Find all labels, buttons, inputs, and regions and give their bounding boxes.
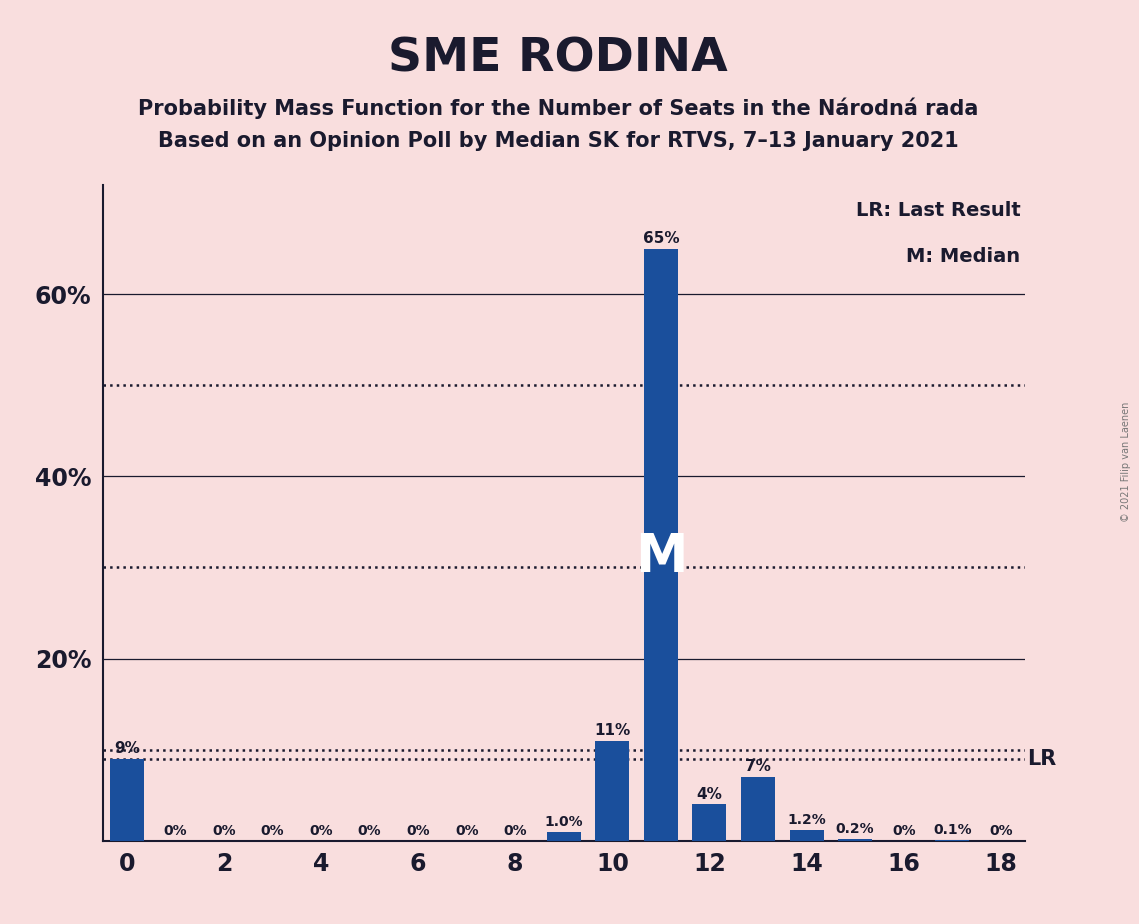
Text: 0.1%: 0.1% — [933, 823, 972, 837]
Bar — [741, 777, 775, 841]
Text: LR: Last Result: LR: Last Result — [855, 201, 1021, 220]
Text: 4%: 4% — [697, 786, 722, 802]
Text: LR: LR — [1027, 748, 1057, 769]
Text: 0.2%: 0.2% — [836, 822, 875, 836]
Text: SME RODINA: SME RODINA — [388, 37, 728, 82]
Text: 0%: 0% — [358, 824, 382, 838]
Bar — [644, 249, 678, 841]
Text: 9%: 9% — [114, 741, 140, 756]
Text: 65%: 65% — [642, 231, 679, 246]
Text: M: M — [634, 530, 687, 582]
Bar — [838, 839, 872, 841]
Text: 0%: 0% — [212, 824, 236, 838]
Text: 1.0%: 1.0% — [544, 815, 583, 829]
Text: 0%: 0% — [503, 824, 527, 838]
Bar — [547, 832, 581, 841]
Text: 0%: 0% — [989, 824, 1013, 838]
Text: 11%: 11% — [595, 723, 631, 738]
Text: 1.2%: 1.2% — [787, 813, 826, 827]
Text: 0%: 0% — [454, 824, 478, 838]
Text: 0%: 0% — [164, 824, 187, 838]
Bar — [596, 741, 630, 841]
Text: 0%: 0% — [892, 824, 916, 838]
Text: 0%: 0% — [309, 824, 333, 838]
Text: 0%: 0% — [407, 824, 429, 838]
Bar — [789, 830, 823, 841]
Text: 7%: 7% — [745, 760, 771, 774]
Text: M: Median: M: Median — [907, 247, 1021, 266]
Bar — [109, 759, 144, 841]
Text: © 2021 Filip van Laenen: © 2021 Filip van Laenen — [1121, 402, 1131, 522]
Bar — [693, 805, 727, 841]
Text: Based on an Opinion Poll by Median SK for RTVS, 7–13 January 2021: Based on an Opinion Poll by Median SK fo… — [157, 131, 959, 152]
Text: 0%: 0% — [261, 824, 285, 838]
Text: Probability Mass Function for the Number of Seats in the Národná rada: Probability Mass Function for the Number… — [138, 97, 978, 118]
